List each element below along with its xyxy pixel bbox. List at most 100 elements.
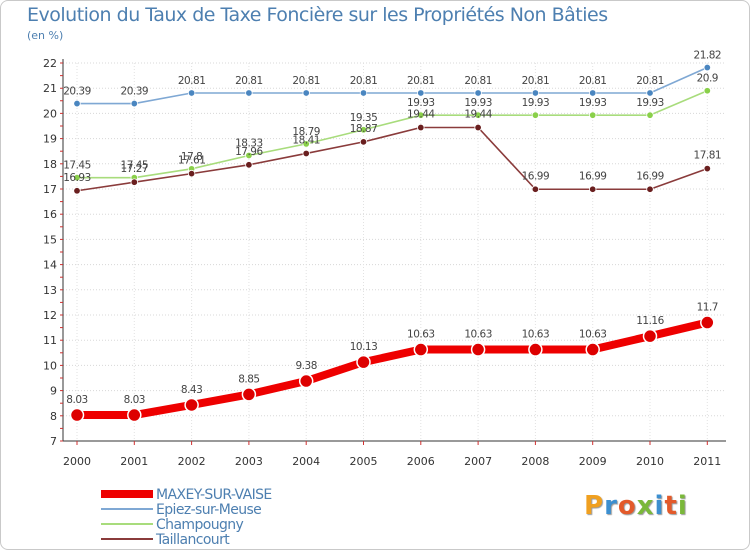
data-label: 17.81 xyxy=(694,150,722,162)
data-label: 16.93 xyxy=(63,172,91,184)
legend-label: Champougny xyxy=(156,517,244,533)
data-label: 20.81 xyxy=(579,75,607,87)
x-tick-label: 2001 xyxy=(120,455,148,468)
data-point xyxy=(127,407,142,423)
data-label: 11.16 xyxy=(636,315,664,327)
data-label: 19.93 xyxy=(407,97,435,109)
data-label: 20.81 xyxy=(235,75,263,87)
data-point xyxy=(245,151,253,160)
logo-letter: t xyxy=(664,491,678,521)
x-tick-label: 2002 xyxy=(178,455,206,468)
y-tick-label: 14 xyxy=(43,259,57,272)
x-tick-label: 2011 xyxy=(693,455,721,468)
logo-letter: P xyxy=(584,491,605,521)
data-point xyxy=(703,87,711,95)
data-label: 11.7 xyxy=(697,302,718,314)
data-label: 20.81 xyxy=(292,75,320,87)
series-line-maxey-sur-vaise xyxy=(73,318,712,420)
data-label: 10.63 xyxy=(522,329,550,341)
data-point xyxy=(531,185,540,193)
data-label: 10.63 xyxy=(464,329,492,341)
data-point xyxy=(417,123,425,132)
y-tick-label: 21 xyxy=(43,82,57,95)
chart-unit-label: (en %) xyxy=(27,29,64,42)
y-tick-label: 9 xyxy=(50,385,57,398)
data-point xyxy=(130,99,138,108)
data-label: 17.61 xyxy=(178,155,206,167)
x-tick-label: 2003 xyxy=(235,455,263,468)
data-point xyxy=(73,173,81,182)
data-label: 21.82 xyxy=(694,50,722,62)
data-point xyxy=(642,328,658,344)
data-label: 19.93 xyxy=(636,97,664,109)
y-tick-label: 19 xyxy=(43,133,57,146)
logo-letter: i xyxy=(654,491,665,521)
data-label: 18.33 xyxy=(235,137,263,149)
data-point xyxy=(298,373,314,389)
data-point xyxy=(646,111,654,119)
y-tick-label: 12 xyxy=(43,309,57,322)
data-point xyxy=(245,89,253,97)
x-tick-label: 2006 xyxy=(407,455,435,468)
data-label: 17.27 xyxy=(121,163,149,175)
series-line-taillancourt xyxy=(76,126,709,192)
data-label: 10.63 xyxy=(579,329,607,341)
data-label: 8.03 xyxy=(124,394,145,406)
data-label: 8.85 xyxy=(238,373,259,385)
y-tick-label: 17 xyxy=(43,183,57,196)
data-label: 10.13 xyxy=(350,341,378,353)
data-point xyxy=(73,99,81,108)
y-tick-label: 11 xyxy=(43,334,57,347)
series-line-champougny xyxy=(76,89,709,179)
legend-label: Epiez-sur-Meuse xyxy=(156,502,261,518)
data-point xyxy=(474,89,482,97)
data-point xyxy=(589,89,597,97)
data-label: 20.9 xyxy=(697,73,718,85)
data-label: 19.44 xyxy=(407,109,435,121)
y-tick-label: 20 xyxy=(43,107,57,120)
data-point xyxy=(703,164,711,173)
data-label: 16.99 xyxy=(636,170,664,182)
data-label: 20.39 xyxy=(121,86,149,98)
data-label: 16.99 xyxy=(522,170,550,182)
y-tick-label: 18 xyxy=(43,158,57,171)
data-label: 10.63 xyxy=(407,329,435,341)
x-tick-label: 2010 xyxy=(636,455,664,468)
data-point xyxy=(703,63,711,72)
x-tick-label: 2004 xyxy=(292,455,320,468)
data-point xyxy=(130,178,138,186)
data-label: 18.79 xyxy=(292,126,320,138)
data-label: 19.44 xyxy=(464,109,492,121)
legend-label: Taillancourt xyxy=(155,532,230,548)
logo-letter: i xyxy=(677,491,688,521)
data-label: 19.93 xyxy=(522,97,550,109)
data-point xyxy=(474,111,482,119)
data-point xyxy=(413,342,429,357)
logo-letter: r xyxy=(604,491,618,521)
data-point xyxy=(417,111,425,119)
data-point xyxy=(184,397,199,413)
data-label: 8.43 xyxy=(181,384,202,396)
data-point xyxy=(302,140,310,148)
data-point xyxy=(646,89,654,97)
data-point xyxy=(470,342,486,357)
x-tick-label: 2009 xyxy=(579,455,607,468)
data-point xyxy=(700,315,715,330)
series-line-epiez-sur-meuse xyxy=(76,66,709,105)
data-point xyxy=(302,149,310,158)
data-label: 20.81 xyxy=(464,75,492,87)
y-tick-label: 15 xyxy=(43,233,57,246)
data-point xyxy=(245,161,253,169)
data-label: 19.93 xyxy=(464,97,492,109)
y-tick-label: 13 xyxy=(43,284,57,297)
data-point xyxy=(187,89,196,97)
y-tick-label: 7 xyxy=(50,435,57,448)
data-point xyxy=(359,138,368,146)
y-tick-label: 10 xyxy=(43,359,57,372)
data-label: 20.81 xyxy=(522,75,550,87)
data-label: 20.39 xyxy=(63,86,91,98)
data-label: 16.99 xyxy=(579,170,607,182)
data-label: 20.81 xyxy=(350,75,378,87)
data-label: 18.41 xyxy=(292,134,320,146)
